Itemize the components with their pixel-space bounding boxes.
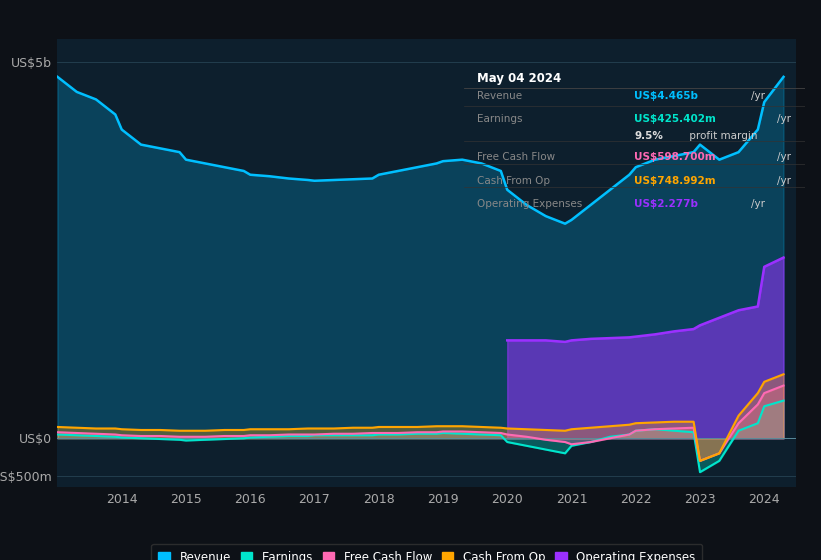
Text: 9.5%: 9.5%: [635, 131, 663, 141]
Text: US$2.277b: US$2.277b: [635, 199, 698, 209]
Text: US$598.700m: US$598.700m: [635, 152, 716, 162]
Text: Free Cash Flow: Free Cash Flow: [478, 152, 556, 162]
Text: Revenue: Revenue: [478, 91, 523, 101]
Text: May 04 2024: May 04 2024: [478, 72, 562, 85]
Text: profit margin: profit margin: [686, 131, 758, 141]
Text: /yr: /yr: [777, 114, 791, 124]
Text: Operating Expenses: Operating Expenses: [478, 199, 583, 209]
Text: /yr: /yr: [750, 199, 764, 209]
Legend: Revenue, Earnings, Free Cash Flow, Cash From Op, Operating Expenses: Revenue, Earnings, Free Cash Flow, Cash …: [151, 544, 703, 560]
Text: Earnings: Earnings: [478, 114, 523, 124]
Text: /yr: /yr: [777, 152, 791, 162]
Text: US$4.465b: US$4.465b: [635, 91, 698, 101]
Text: /yr: /yr: [777, 176, 791, 185]
Text: Cash From Op: Cash From Op: [478, 176, 551, 185]
Text: US$748.992m: US$748.992m: [635, 176, 716, 185]
Text: /yr: /yr: [750, 91, 764, 101]
Text: US$425.402m: US$425.402m: [635, 114, 716, 124]
